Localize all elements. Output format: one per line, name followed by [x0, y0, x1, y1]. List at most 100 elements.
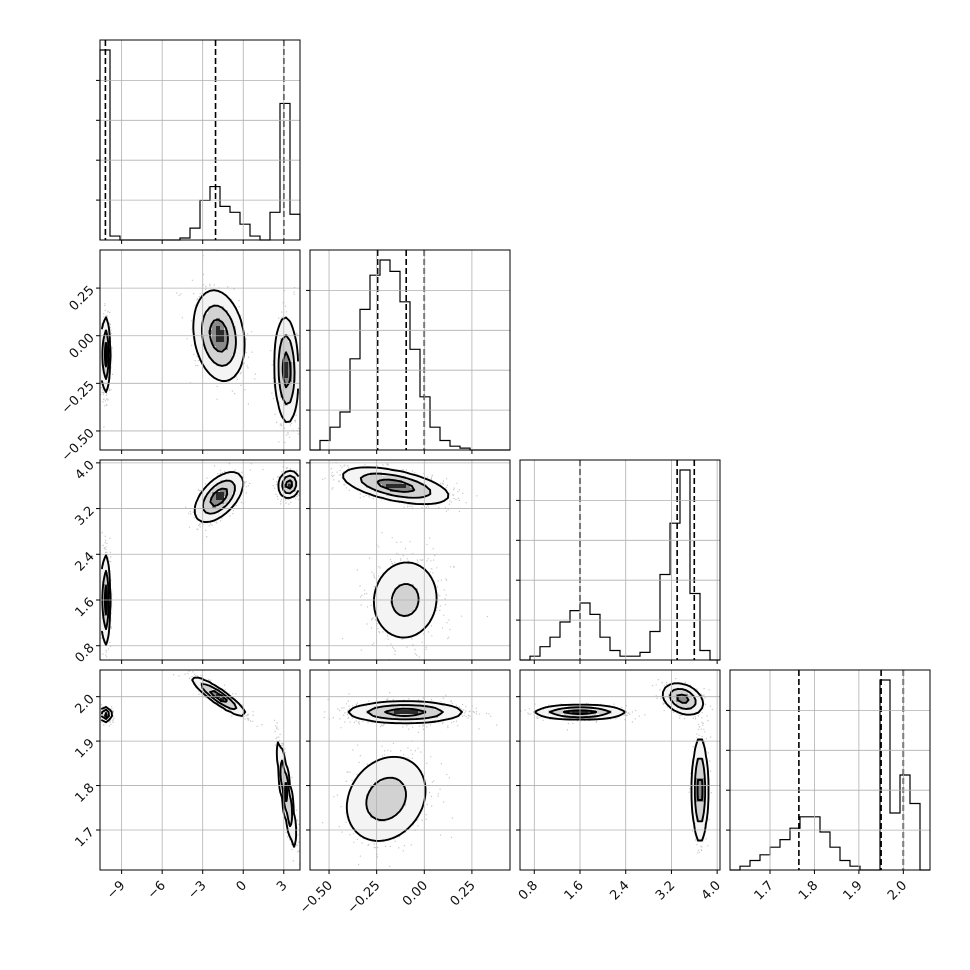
density-cell — [280, 326, 285, 331]
density-cell — [390, 802, 395, 807]
density-cell — [688, 686, 693, 691]
density-cell — [402, 778, 407, 783]
density-cell — [280, 774, 285, 779]
density-cell — [374, 822, 379, 827]
density-cell — [196, 500, 201, 505]
density-cell — [196, 512, 201, 517]
density-cell — [382, 770, 387, 775]
density-cell — [394, 702, 399, 707]
density-cell — [450, 706, 455, 711]
density-cell — [228, 374, 233, 379]
density-cell — [212, 350, 217, 355]
density-cell — [216, 492, 221, 497]
density-cell — [434, 710, 439, 715]
density-cell — [212, 342, 217, 347]
density-cell — [414, 782, 419, 787]
density-cell — [394, 564, 399, 569]
density-cell — [288, 476, 293, 481]
density-cell — [414, 596, 419, 601]
density-cell — [236, 322, 241, 327]
density-cell — [216, 350, 221, 355]
pair-density-2 — [100, 670, 300, 865]
density-cell — [438, 492, 443, 497]
density-cell — [276, 330, 281, 335]
density-cell — [358, 826, 363, 831]
density-cell — [220, 334, 225, 339]
density-cell — [362, 480, 367, 485]
density-cell — [398, 786, 403, 791]
density-cell — [382, 468, 387, 473]
density-cell — [418, 484, 423, 489]
density-cell — [394, 814, 399, 819]
density-cell — [228, 472, 233, 477]
density-cell — [552, 714, 557, 719]
density-cell — [232, 496, 237, 501]
density-cell — [406, 488, 411, 493]
density-cell — [386, 714, 391, 719]
density-cell — [426, 484, 431, 489]
density-cell — [704, 814, 709, 819]
density-cell — [366, 770, 371, 775]
density-cell — [446, 710, 451, 715]
density-cell — [414, 500, 419, 505]
density-cell — [228, 346, 233, 351]
density-cell — [236, 710, 241, 715]
density-cell — [366, 802, 371, 807]
density-cell — [216, 334, 221, 339]
density-cell — [366, 714, 371, 719]
density-cell — [104, 560, 109, 565]
density-cell — [382, 576, 387, 581]
density-cell — [418, 584, 423, 589]
density-cell — [354, 822, 359, 827]
density-cell — [212, 354, 217, 359]
density-cell — [414, 620, 419, 625]
density-cell — [240, 342, 245, 347]
density-cell — [402, 806, 407, 811]
density-cell — [568, 710, 573, 715]
density-cell — [692, 706, 697, 711]
density-cell — [704, 770, 709, 775]
density-cell — [684, 690, 689, 695]
density-cell — [418, 580, 423, 585]
density-cell — [382, 790, 387, 795]
density-cell — [700, 810, 705, 815]
density-cell — [398, 496, 403, 501]
density-cell — [406, 766, 411, 771]
density-cell — [398, 806, 403, 811]
density-cell — [280, 330, 285, 335]
density-cell — [232, 318, 237, 323]
density-cell — [378, 596, 383, 601]
density-cell — [346, 476, 351, 481]
density-cell — [668, 690, 673, 695]
density-cell — [232, 710, 237, 715]
density-cell — [700, 830, 705, 835]
density-cell — [104, 616, 109, 621]
density-cell — [232, 310, 237, 315]
density-cell — [418, 604, 423, 609]
density-cell — [414, 624, 419, 629]
density-cell — [576, 714, 581, 719]
density-cell — [220, 492, 225, 497]
density-cell — [212, 358, 217, 363]
density-cell — [280, 770, 285, 775]
density-cell — [224, 298, 229, 303]
density-cell — [200, 516, 205, 521]
density-cell — [374, 604, 379, 609]
density-cell — [394, 620, 399, 625]
density-cell — [236, 484, 241, 489]
density-cell — [350, 810, 355, 815]
density-cell — [366, 806, 371, 811]
density-cell — [446, 714, 451, 719]
density-cell — [378, 608, 383, 613]
density-cell — [208, 366, 213, 371]
density-cell — [224, 318, 229, 323]
density-cell — [292, 402, 297, 407]
density-cell — [410, 608, 415, 613]
density-cell — [204, 516, 209, 521]
density-cell — [390, 568, 395, 573]
density-cell — [378, 580, 383, 585]
x-tick-label: 3 — [274, 878, 290, 894]
density-cell — [394, 826, 399, 831]
density-cell — [402, 810, 407, 815]
density-cell — [100, 338, 105, 343]
